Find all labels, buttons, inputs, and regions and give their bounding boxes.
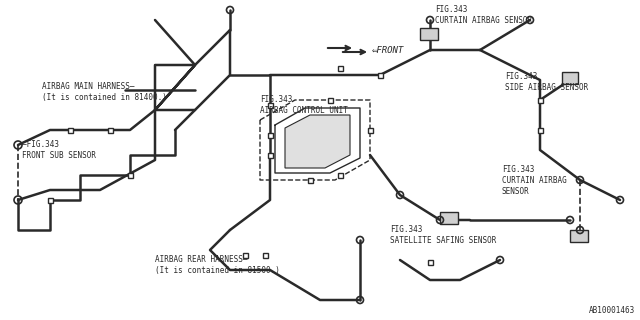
Bar <box>268 102 273 108</box>
Bar <box>262 252 268 258</box>
Bar <box>538 98 543 102</box>
Polygon shape <box>285 115 350 168</box>
Text: FIG.343
CURTAIN AIRBAG SENSOR: FIG.343 CURTAIN AIRBAG SENSOR <box>435 5 532 25</box>
Bar <box>337 66 342 70</box>
Bar <box>243 252 248 258</box>
Bar <box>127 172 132 178</box>
Bar <box>562 72 578 84</box>
Text: FIG.343
SATELLITE SAFING SENSOR: FIG.343 SATELLITE SAFING SENSOR <box>390 225 497 245</box>
Bar <box>538 127 543 132</box>
Bar <box>337 172 342 178</box>
Text: ⇐FRONT: ⇐FRONT <box>372 46 404 55</box>
Text: AIRBAG MAIN HARNESS—
(It is contained in 81400.): AIRBAG MAIN HARNESS— (It is contained in… <box>42 82 167 102</box>
Bar <box>420 28 438 40</box>
Text: FIG.343
SIDE AIRBAG SENSOR: FIG.343 SIDE AIRBAG SENSOR <box>505 72 588 92</box>
Text: AB10001463: AB10001463 <box>589 306 635 315</box>
Bar <box>367 127 372 132</box>
Bar <box>570 230 588 242</box>
Text: AIRBAG REAR HARNESS—
(It is contained in 81500.): AIRBAG REAR HARNESS— (It is contained in… <box>155 255 280 275</box>
Bar <box>268 132 273 138</box>
Bar <box>428 260 433 265</box>
Text: FIG.343
CURTAIN AIRBAG
SENSOR: FIG.343 CURTAIN AIRBAG SENSOR <box>502 165 567 196</box>
Bar <box>307 178 312 182</box>
Bar <box>440 212 458 224</box>
Bar <box>328 98 333 102</box>
Bar <box>268 153 273 157</box>
Bar <box>378 73 383 77</box>
Bar <box>67 127 72 132</box>
Text: —FIG.343
FRONT SUB SENSOR: —FIG.343 FRONT SUB SENSOR <box>22 140 96 160</box>
Bar <box>47 197 52 203</box>
Text: FIG.343
AIRBAG CONTROL UNIT: FIG.343 AIRBAG CONTROL UNIT <box>260 95 348 115</box>
Bar <box>108 127 113 132</box>
